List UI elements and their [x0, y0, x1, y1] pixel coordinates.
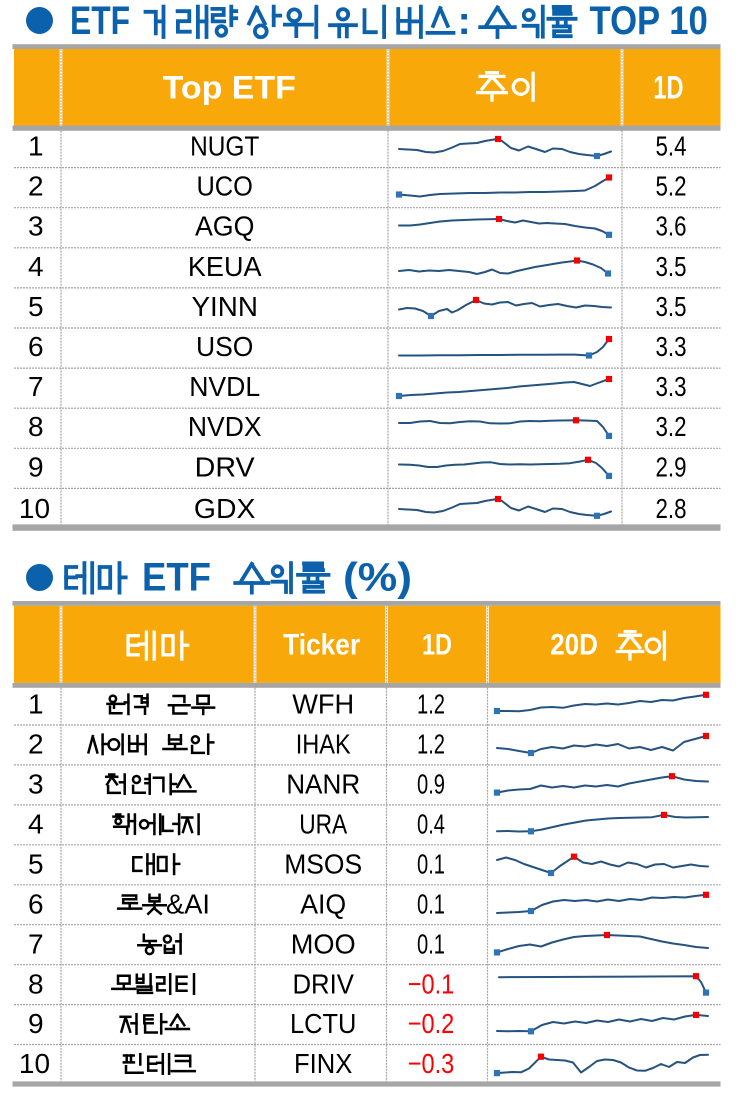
svg-text:MOO: MOO: [291, 928, 356, 959]
svg-text:2: 2: [28, 729, 44, 760]
svg-text:ETF: ETF: [142, 556, 211, 600]
svg-text:20D: 20D: [550, 628, 598, 661]
svg-text:Top ETF: Top ETF: [163, 69, 296, 105]
svg-text:6: 6: [28, 331, 44, 362]
svg-text:Ticker: Ticker: [283, 628, 360, 661]
svg-text:9: 9: [28, 451, 44, 482]
svg-text:3: 3: [28, 769, 44, 800]
svg-text:UCO: UCO: [196, 171, 253, 202]
svg-text:0.4: 0.4: [417, 809, 445, 840]
svg-text:2.9: 2.9: [656, 451, 687, 482]
svg-text:10: 10: [19, 493, 50, 524]
svg-text:1D: 1D: [422, 628, 452, 661]
svg-text:NVDX: NVDX: [188, 411, 262, 442]
svg-text:YINN: YINN: [192, 291, 258, 322]
svg-text:FINX: FINX: [294, 1048, 353, 1079]
svg-text:4: 4: [28, 809, 44, 840]
svg-text:1.2: 1.2: [417, 689, 445, 720]
svg-text:USO: USO: [196, 331, 254, 362]
svg-text:−0.1: −0.1: [408, 968, 455, 999]
svg-text:1.2: 1.2: [417, 729, 445, 760]
svg-text:ETF: ETF: [70, 0, 130, 43]
svg-text:3.5: 3.5: [656, 251, 687, 282]
svg-text:3.6: 3.6: [656, 211, 687, 242]
svg-text:DRV: DRV: [195, 451, 255, 482]
svg-text:URA: URA: [299, 809, 347, 840]
svg-text:10: 10: [19, 1048, 50, 1079]
svg-text:NVDL: NVDL: [189, 371, 260, 402]
svg-text:3.3: 3.3: [656, 331, 687, 362]
svg-text:−0.3: −0.3: [408, 1048, 455, 1079]
svg-text:LCTU: LCTU: [290, 1008, 357, 1039]
svg-text:−0.2: −0.2: [408, 1008, 455, 1039]
svg-text:MSOS: MSOS: [284, 848, 362, 879]
svg-text:7: 7: [28, 371, 44, 402]
svg-text:NANR: NANR: [286, 769, 360, 800]
svg-text:0.1: 0.1: [417, 848, 445, 879]
svg-text:5: 5: [28, 291, 44, 322]
svg-text:8: 8: [28, 411, 44, 442]
svg-text::: :: [458, 0, 471, 43]
svg-text:4: 4: [28, 251, 44, 282]
svg-text:&AI: &AI: [166, 888, 210, 919]
svg-text:TOP 10: TOP 10: [590, 0, 708, 43]
svg-text:1: 1: [28, 689, 44, 720]
svg-text:5.2: 5.2: [656, 171, 687, 202]
svg-text:AIQ: AIQ: [300, 888, 346, 919]
svg-text:1: 1: [28, 131, 44, 162]
svg-text:0.9: 0.9: [417, 769, 445, 800]
svg-text:AGQ: AGQ: [195, 211, 255, 242]
svg-text:5.4: 5.4: [656, 131, 687, 162]
svg-text:3.2: 3.2: [656, 411, 687, 442]
svg-text:WFH: WFH: [292, 689, 354, 720]
svg-text:3.3: 3.3: [656, 371, 687, 402]
svg-text:(%): (%): [343, 556, 412, 600]
svg-text:0.1: 0.1: [417, 928, 445, 959]
svg-text:IHAK: IHAK: [296, 729, 351, 760]
svg-text:8: 8: [28, 968, 44, 999]
svg-text:3: 3: [28, 211, 44, 242]
svg-text:1D: 1D: [653, 69, 683, 105]
svg-text:KEUA: KEUA: [188, 251, 262, 282]
svg-text:3.5: 3.5: [656, 291, 687, 322]
svg-text:NUGT: NUGT: [190, 131, 259, 162]
svg-text:0.1: 0.1: [417, 888, 445, 919]
svg-text:GDX: GDX: [194, 493, 256, 524]
svg-text:5: 5: [28, 848, 44, 879]
svg-text:7: 7: [28, 928, 44, 959]
svg-text:DRIV: DRIV: [292, 968, 354, 999]
svg-text:2: 2: [28, 171, 44, 202]
svg-text:2.8: 2.8: [656, 493, 687, 524]
svg-text:6: 6: [28, 888, 44, 919]
svg-text:9: 9: [28, 1008, 44, 1039]
